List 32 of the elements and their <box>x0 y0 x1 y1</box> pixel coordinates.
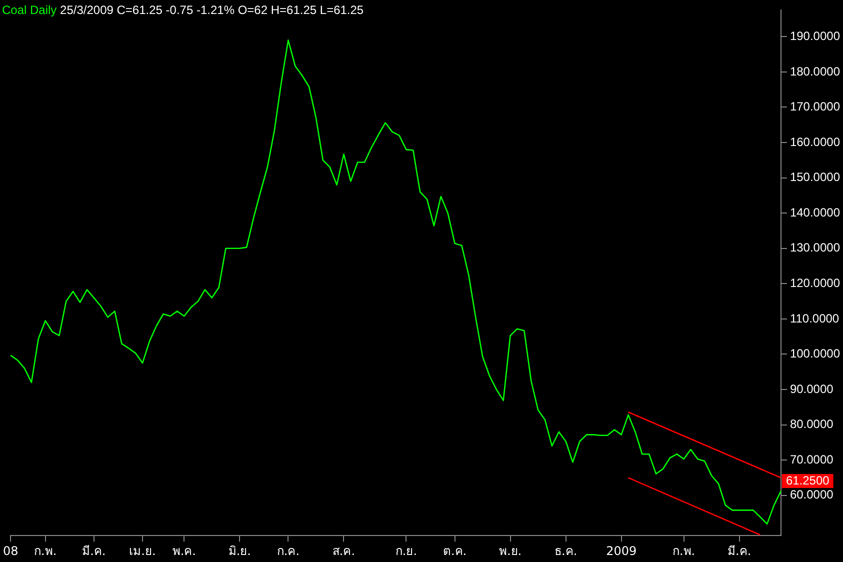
chart-title: Coal Daily <box>2 3 57 17</box>
x-tick-label: มิ.ย. <box>228 544 251 558</box>
chart-subtitle: 25/3/2009 C=61.25 -0.75 -1.21% O=62 H=61.25 L=61.25 <box>60 3 364 17</box>
x-tick-label: ก.พ. <box>34 544 57 558</box>
y-tick-label: 130.0000 <box>790 240 840 255</box>
x-tick-label: เม.ย. <box>129 544 156 558</box>
x-tick-label: ต.ค. <box>442 544 467 558</box>
y-tick-label: 180.0000 <box>790 64 840 78</box>
y-tick-label: 90.0000 <box>790 382 834 396</box>
text: 61.2500 <box>786 473 830 488</box>
x-tick-label: 2009 <box>606 544 637 558</box>
y-tick-label: 160.0000 <box>790 134 840 149</box>
y-tick-label: 110.0000 <box>790 311 840 326</box>
y-tick-label: 120.0000 <box>790 276 840 290</box>
x-tick-label: พ.ย. <box>498 544 522 558</box>
x-tick-label: ธ.ค. <box>554 544 578 558</box>
y-tick-label: 60.0000 <box>790 488 834 502</box>
y-tick-label: 150.0000 <box>790 170 840 184</box>
y-tick-label: 100.0000 <box>790 346 840 361</box>
x-tick-label: พ.ค. <box>172 544 196 558</box>
x-tick-label: ก.ย. <box>395 544 418 558</box>
x-tick-label: 08 <box>2 544 18 558</box>
x-tick-label: มี.ค. <box>727 544 752 558</box>
x-tick-label: ส.ค. <box>332 544 356 558</box>
x-tick-label: ก.พ. <box>672 544 696 558</box>
y-tick-label: 80.0000 <box>790 417 834 432</box>
y-tick-label: 170.0000 <box>790 100 840 114</box>
y-tick-label: 190.0000 <box>790 28 840 43</box>
x-tick-label: มี.ค. <box>82 544 106 558</box>
x-tick-label: ก.ค. <box>276 544 300 558</box>
y-tick-label: 140.0000 <box>790 205 840 220</box>
y-tick-label: 70.0000 <box>790 452 834 466</box>
